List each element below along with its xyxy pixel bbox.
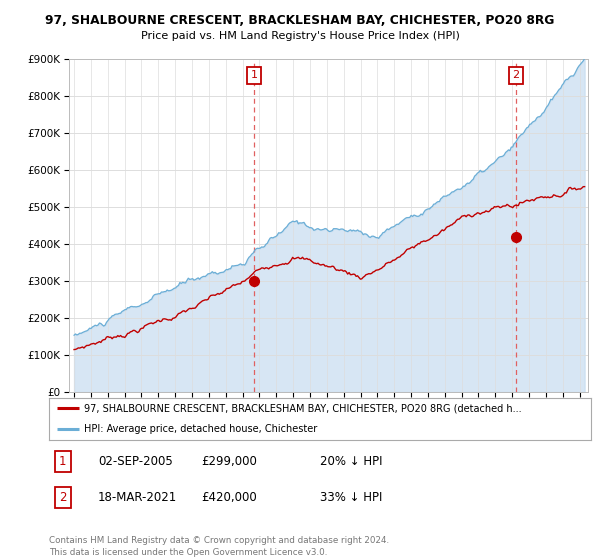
Text: 18-MAR-2021: 18-MAR-2021 xyxy=(98,491,177,505)
Text: 33% ↓ HPI: 33% ↓ HPI xyxy=(320,491,382,505)
Text: 97, SHALBOURNE CRESCENT, BRACKLESHAM BAY, CHICHESTER, PO20 8RG (detached h...: 97, SHALBOURNE CRESCENT, BRACKLESHAM BAY… xyxy=(85,403,522,413)
Text: 02-SEP-2005: 02-SEP-2005 xyxy=(98,455,173,468)
Text: 1: 1 xyxy=(250,71,257,81)
Text: 2: 2 xyxy=(512,71,519,81)
Text: Contains HM Land Registry data © Crown copyright and database right 2024.
This d: Contains HM Land Registry data © Crown c… xyxy=(49,536,389,557)
Text: 2: 2 xyxy=(59,491,67,505)
Text: 1: 1 xyxy=(59,455,67,468)
Text: Price paid vs. HM Land Registry's House Price Index (HPI): Price paid vs. HM Land Registry's House … xyxy=(140,31,460,41)
Text: 20% ↓ HPI: 20% ↓ HPI xyxy=(320,455,383,468)
Text: £299,000: £299,000 xyxy=(201,455,257,468)
Text: £420,000: £420,000 xyxy=(201,491,257,505)
Text: HPI: Average price, detached house, Chichester: HPI: Average price, detached house, Chic… xyxy=(85,424,317,434)
Text: 97, SHALBOURNE CRESCENT, BRACKLESHAM BAY, CHICHESTER, PO20 8RG: 97, SHALBOURNE CRESCENT, BRACKLESHAM BAY… xyxy=(46,14,554,27)
